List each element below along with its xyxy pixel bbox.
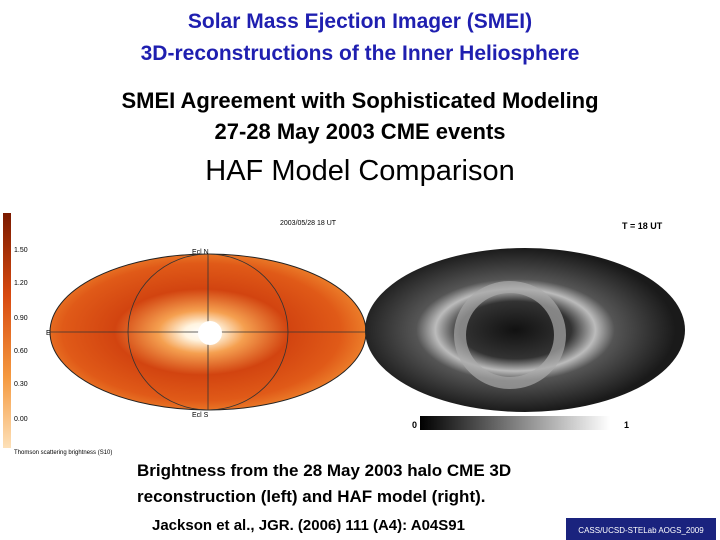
east: E xyxy=(46,330,51,337)
heading: HAF Model Comparison xyxy=(205,155,514,187)
right-title: T = 18 UT xyxy=(622,221,663,231)
caption-line: Brightness from the 28 May 2003 halo CME… xyxy=(137,461,511,480)
title-line: Solar Mass Ejection Imager (SMEI) xyxy=(188,10,532,33)
footer: CASS/UCSD-STELab AOGS_2009 xyxy=(578,526,704,535)
footer-box xyxy=(566,518,716,540)
left-title: 2003/05/28 18 UT xyxy=(280,220,337,227)
colorbar-label: 1.50 xyxy=(14,247,28,254)
colorbar-label: 0.60 xyxy=(14,348,28,355)
ecl-s: Ecl S xyxy=(192,412,209,419)
haf-map xyxy=(365,248,685,412)
grayscale-max: 1 xyxy=(624,420,629,430)
subtitle-line: 27-28 May 2003 CME events xyxy=(214,119,505,144)
colorbar-label: 0.30 xyxy=(14,381,28,388)
title-line: 3D-reconstructions of the Inner Heliosph… xyxy=(141,42,580,65)
colorbar-label: 1.20 xyxy=(14,280,28,287)
colorbar-label: 0.00 xyxy=(14,416,28,423)
grayscale-bar xyxy=(420,416,610,430)
citation: Jackson et al., JGR. (2006) 111 (A4): A0… xyxy=(152,517,465,534)
ecl-n: Ecl N xyxy=(192,249,209,256)
colorbar xyxy=(3,213,11,448)
grayscale-min: 0 xyxy=(412,420,417,430)
colorbar-caption: Thomson scattering brightness (S10) xyxy=(14,450,112,456)
sun-disk xyxy=(198,321,222,345)
halo-ring xyxy=(454,281,566,389)
colorbar-label: 0.90 xyxy=(14,315,28,322)
subtitle-line: SMEI Agreement with Sophisticated Modeli… xyxy=(121,88,598,113)
caption-line: reconstruction (left) and HAF model (rig… xyxy=(137,487,486,506)
